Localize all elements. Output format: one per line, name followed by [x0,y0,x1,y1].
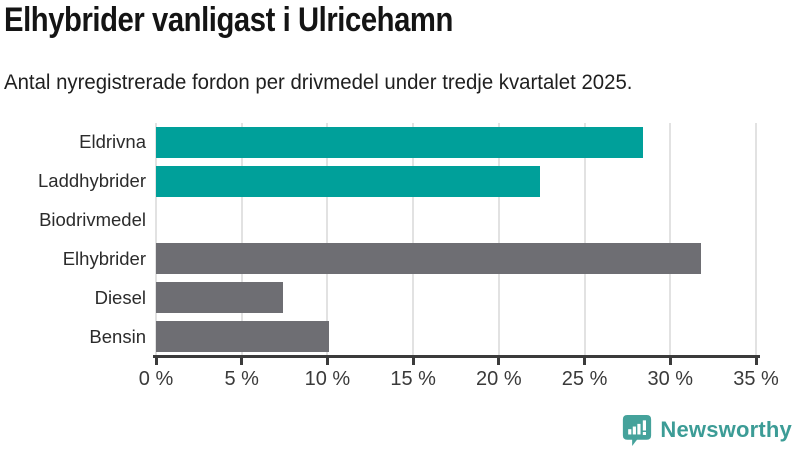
bar [156,165,540,197]
gridline [497,123,500,356]
brand-footer: Newsworthy [622,413,792,447]
bar [156,321,330,353]
x-axis-tick [583,358,587,365]
gridline [669,123,672,356]
bar-row [156,162,756,201]
gridline [240,123,243,356]
bar [156,126,643,158]
brand-name: Newsworthy [660,417,792,442]
plot-area [155,123,757,356]
x-tick-label: 15 % [390,368,436,390]
category-label: Bensin [89,325,146,347]
gridline [412,123,415,356]
gridline [326,123,329,356]
x-axis-tick [325,358,329,365]
bar-rows [156,123,756,356]
x-axis-tick [240,358,244,365]
newsworthy-logo-icon [623,414,652,446]
chart-title: Elhybrider vanligast i Ulricehamn [4,1,453,39]
category-label: Biodrivmedel [39,209,146,231]
x-tick-label: 25 % [561,368,608,390]
bar [156,243,702,275]
bar-row [156,123,756,162]
bar-row [156,317,756,356]
x-axis-tick [497,358,501,365]
x-tick-label: 30 % [647,368,694,390]
x-axis-tick-labels: 0 % 5 % 10 % 15 % 20 % 25 % 30 % 35 % [0,368,800,392]
category-label: Elhybrider [62,247,146,269]
x-axis-line [153,355,760,358]
bar-row [156,201,756,240]
gridline [755,123,757,356]
x-axis-tick [754,358,758,365]
x-tick-label: 5 % [224,368,259,390]
bar-row [156,239,756,278]
bar [156,282,283,314]
x-tick-label: 0 % [138,368,174,390]
gridline [583,123,586,356]
x-axis-tick [668,358,672,365]
category-label: Diesel [94,286,146,308]
category-label: Eldrivna [79,131,146,153]
x-axis [153,355,760,366]
bar-row [156,278,756,317]
x-tick-label: 20 % [476,368,522,390]
category-label: Laddhybrider [38,170,146,192]
x-tick-label: 35 % [733,368,779,390]
x-axis-tick [154,358,158,365]
chart-subtitle: Antal nyregistrerade fordon per drivmede… [4,71,633,94]
x-axis-tick [411,358,415,365]
x-tick-label: 10 % [304,368,351,390]
gridline [155,123,157,356]
category-axis-labels: Eldrivna Laddhybrider Biodrivmedel Elhybrid… [0,123,146,356]
